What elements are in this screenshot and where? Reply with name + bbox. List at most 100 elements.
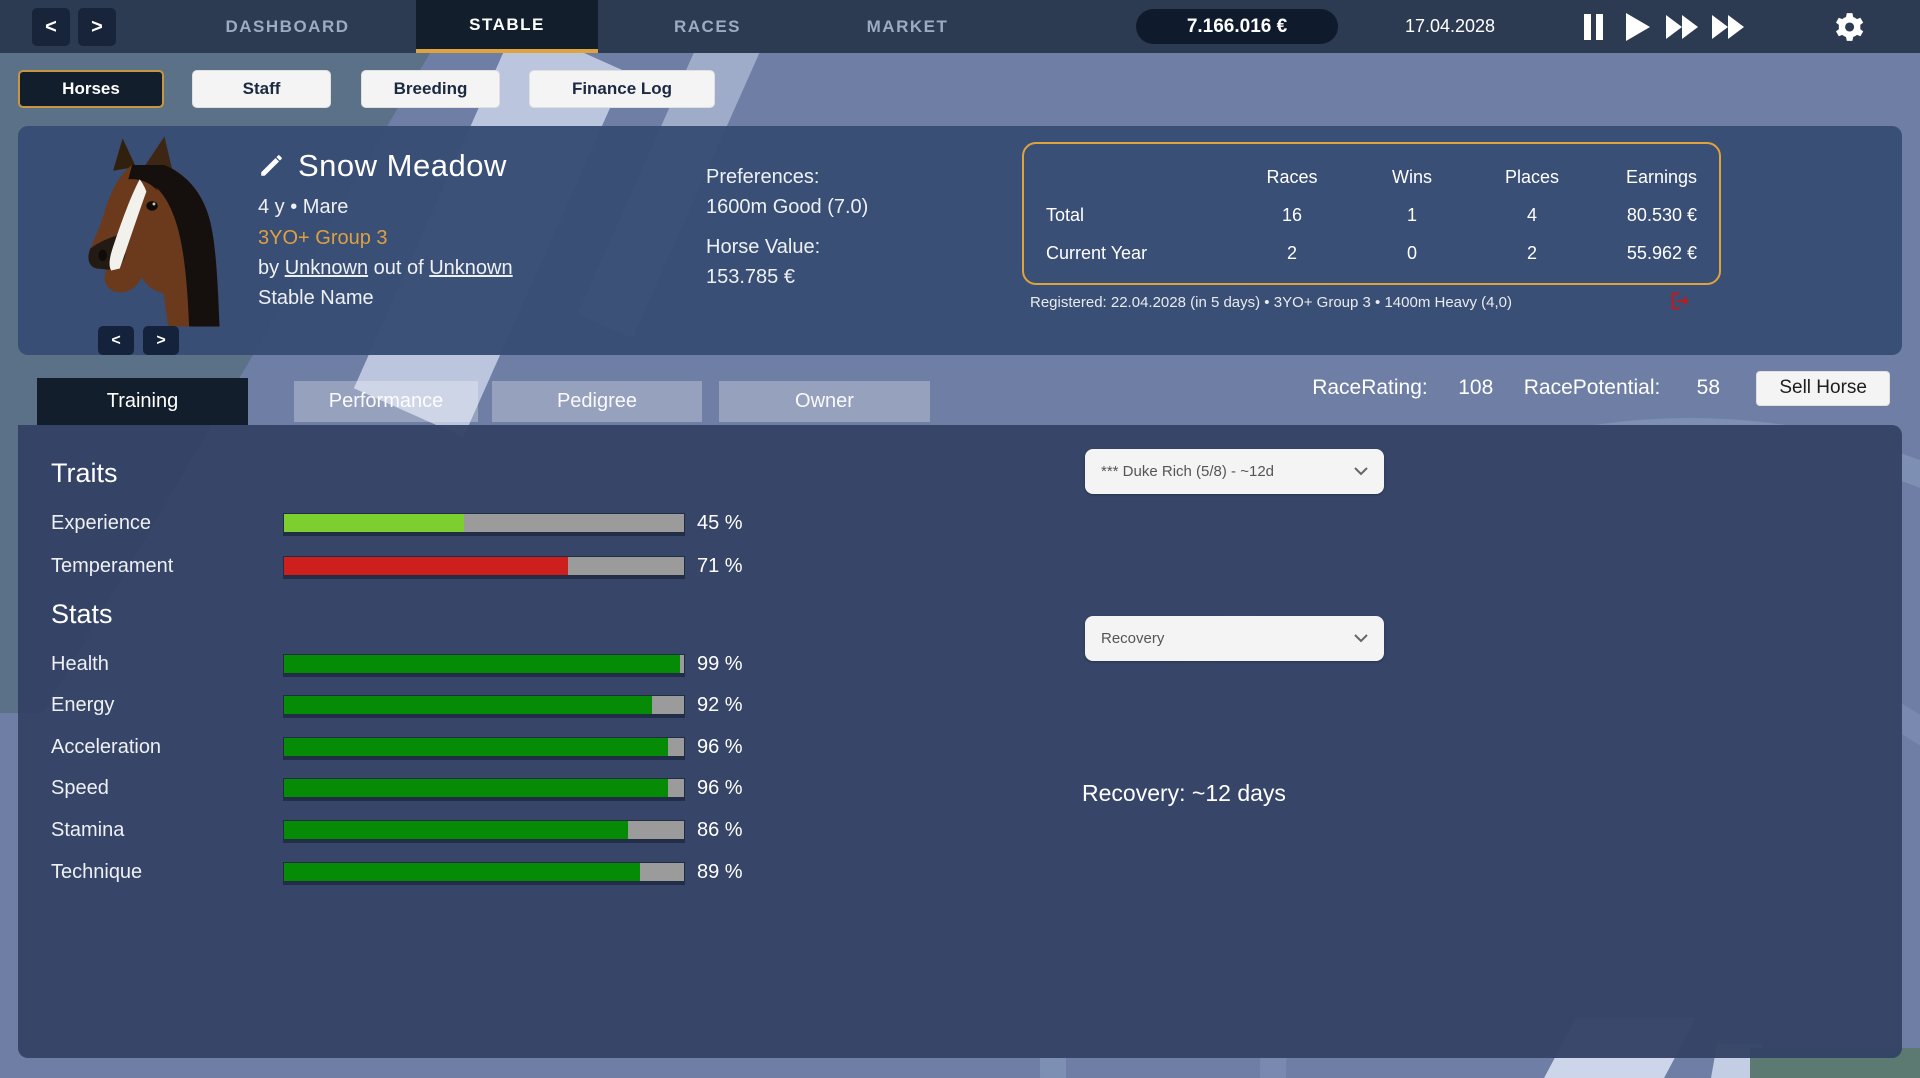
tab-training[interactable]: Training: [37, 378, 248, 425]
table-row-current-year: Current Year 2 0 2 55.962 €: [1046, 234, 1697, 272]
stat-row-stamina: Stamina 86 %: [51, 818, 771, 842]
stat-row-speed: Speed 96 %: [51, 776, 771, 800]
row-label: Total: [1046, 204, 1085, 225]
lineage-out-text: out of: [368, 257, 430, 279]
energy-bar: [283, 695, 685, 715]
col-places: Places: [1504, 166, 1560, 187]
speed-bar: [283, 778, 685, 798]
tab-market[interactable]: MARKET: [866, 16, 949, 36]
edit-name-pencil-icon[interactable]: [258, 153, 284, 179]
preferences-label: Preferences:: [706, 166, 820, 188]
horse-header-panel: < > Snow Meadow 4 y • Mare 3YO+ Group 3 …: [18, 126, 1902, 355]
horse-value-label: Horse Value:: [706, 236, 821, 258]
health-bar: [283, 654, 685, 674]
cell: 16: [1281, 204, 1303, 225]
money-balance: 7.166.016 €: [1136, 9, 1338, 44]
stat-row-energy: Energy 92 %: [51, 693, 771, 717]
bar-percent: 86 %: [697, 818, 743, 841]
play-icon[interactable]: [1624, 12, 1650, 42]
horse-group: 3YO+ Group 3: [258, 227, 388, 249]
training-activity-select[interactable]: Recovery: [1085, 616, 1384, 661]
sell-horse-button[interactable]: Sell Horse: [1756, 370, 1890, 406]
recovery-duration-note: Recovery: ~12 days: [1082, 780, 1286, 806]
experience-bar: [283, 513, 685, 533]
prev-horse-button[interactable]: <: [98, 326, 134, 355]
bar-percent: 96 %: [697, 776, 743, 799]
bar-percent: 99 %: [697, 652, 743, 675]
horse-portrait: [77, 135, 229, 328]
race-rating-label: RaceRating:: [1312, 376, 1428, 399]
record-header-row: Races Wins Places Earnings: [1046, 158, 1697, 196]
chevron-down-icon: [1354, 467, 1368, 476]
horse-value: 153.785 €: [706, 266, 795, 288]
top-bar: < > DASHBOARD STABLE RACES MARKET 7.166.…: [0, 0, 1920, 53]
cell: 55.962 €: [1626, 242, 1697, 263]
sire-link[interactable]: Unknown: [284, 257, 369, 279]
trait-row-temperament: Temperament 71 %: [51, 554, 771, 578]
stats-title: Stats: [51, 599, 113, 629]
tab-performance[interactable]: Performance: [294, 381, 478, 422]
bar-label: Acceleration: [51, 735, 162, 758]
lineage-by-text: by: [258, 257, 285, 279]
chevron-down-icon: [1354, 634, 1368, 643]
trainer-select-value: *** Duke Rich (5/8) - ~12d: [1101, 463, 1274, 480]
bar-percent: 92 %: [697, 693, 743, 716]
tab-races[interactable]: RACES: [673, 16, 741, 36]
traits-title: Traits: [51, 458, 118, 488]
cell: 0: [1406, 242, 1417, 263]
tab-stable[interactable]: STABLE: [416, 0, 598, 53]
tab-pedigree[interactable]: Pedigree: [492, 381, 702, 422]
history-forward-button[interactable]: >: [78, 8, 116, 46]
next-horse-button[interactable]: >: [143, 326, 179, 355]
col-races: Races: [1266, 166, 1318, 187]
stat-row-technique: Technique 89 %: [51, 860, 771, 884]
training-panel: Traits Experience 45 % Temperament 71 % …: [18, 425, 1902, 1058]
race-potential-label: RacePotential:: [1523, 376, 1661, 399]
fastest-forward-icon[interactable]: [1712, 12, 1746, 42]
registered-note: Registered: 22.04.2028 (in 5 days) • 3YO…: [1030, 294, 1513, 311]
ratings-bar: RaceRating: 108 RacePotential: 58 Sell H…: [1312, 370, 1890, 406]
stable-subtabs: Horses Staff Breeding Finance Log: [0, 70, 1920, 110]
stamina-bar: [283, 820, 685, 840]
subtab-horses[interactable]: Horses: [18, 70, 164, 108]
activity-select-value: Recovery: [1101, 630, 1165, 647]
preferences-block: Preferences: 1600m Good (7.0) Horse Valu…: [706, 162, 868, 292]
stat-row-health: Health 99 %: [51, 652, 771, 676]
settings-gear-icon[interactable]: [1832, 11, 1864, 43]
cell: 1: [1406, 204, 1417, 225]
cell: 4: [1526, 204, 1537, 225]
subtab-breeding[interactable]: Breeding: [361, 70, 500, 108]
bar-percent: 89 %: [697, 860, 743, 883]
bar-label: Experience: [51, 511, 152, 534]
dam-link[interactable]: Unknown: [429, 257, 513, 279]
cell: 2: [1526, 242, 1537, 263]
stat-row-acceleration: Acceleration 96 %: [51, 735, 771, 759]
bar-label: Stamina: [51, 818, 125, 841]
bar-percent: 71 %: [697, 554, 743, 577]
subtab-staff[interactable]: Staff: [192, 70, 331, 108]
cell: 80.530 €: [1626, 204, 1697, 225]
temperament-bar: [283, 556, 685, 576]
subtab-finance-log[interactable]: Finance Log: [529, 70, 715, 108]
col-earnings: Earnings: [1625, 166, 1697, 187]
race-record-table: Races Wins Places Earnings Total 16 1 4 …: [1022, 142, 1721, 285]
race-rating-value: 108: [1458, 376, 1494, 399]
trainer-select[interactable]: *** Duke Rich (5/8) - ~12d: [1085, 449, 1384, 494]
tab-owner[interactable]: Owner: [719, 381, 930, 422]
unregister-race-icon[interactable]: [1668, 290, 1690, 312]
bar-label: Health: [51, 652, 109, 675]
technique-bar: [283, 862, 685, 882]
pause-icon[interactable]: [1582, 12, 1606, 42]
bar-percent: 45 %: [697, 511, 743, 534]
tab-dashboard[interactable]: DASHBOARD: [225, 16, 350, 36]
acceleration-bar: [283, 737, 685, 757]
horse-lineage: by Unknown out of Unknown: [258, 257, 513, 280]
bar-percent: 96 %: [697, 735, 743, 758]
bar-label: Energy: [51, 693, 115, 716]
trait-row-experience: Experience 45 %: [51, 511, 771, 535]
fast-forward-icon[interactable]: [1666, 12, 1700, 42]
game-date: 17.04.2028: [1404, 16, 1496, 36]
col-wins: Wins: [1392, 166, 1432, 187]
history-back-button[interactable]: <: [32, 8, 70, 46]
horse-name: Snow Meadow: [298, 148, 507, 183]
